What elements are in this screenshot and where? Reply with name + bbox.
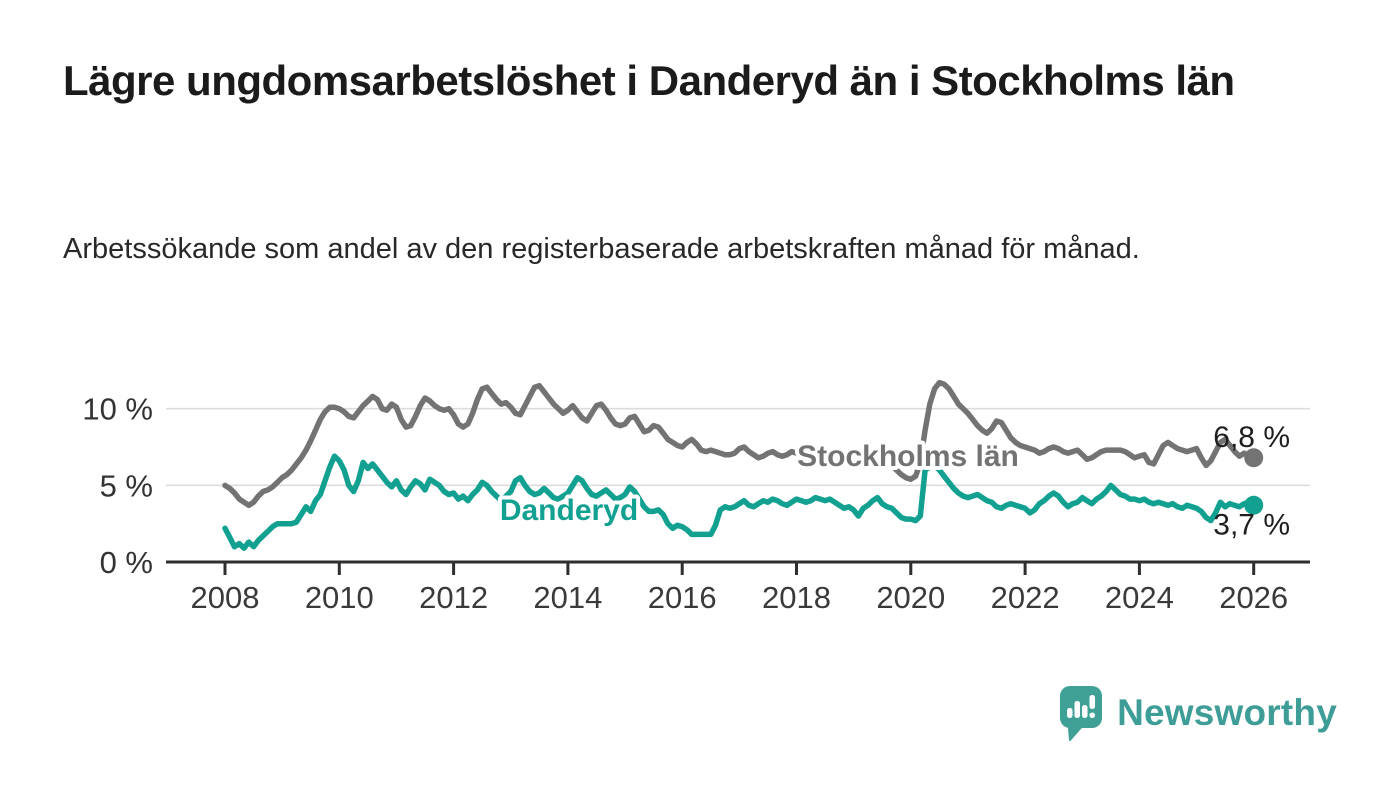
x-tick-label: 2010 (305, 580, 374, 615)
series-end-value-label: 6,8 % (1213, 421, 1290, 454)
chart-title: Lägre ungdomsarbetslöshet i Danderyd än … (63, 57, 1235, 104)
x-tick-label: 2016 (648, 580, 717, 615)
series-end-value-label: 3,7 % (1213, 508, 1290, 541)
x-tick-label: 2008 (191, 580, 260, 615)
series-end-dot (1244, 495, 1264, 515)
newsworthy-logo-icon (1060, 686, 1103, 741)
y-tick-label: 0 % (100, 545, 153, 580)
series-line-danderyd (222, 453, 1257, 551)
series-label: Stockholms län (797, 440, 1019, 473)
series-label: Danderyd (500, 494, 638, 527)
x-tick-label: 2018 (762, 580, 831, 615)
series-line-stockholms-lan (222, 379, 1257, 509)
brand-footer: Newsworthy (1058, 684, 1337, 742)
x-tick-label: 2022 (991, 580, 1060, 615)
series-end-dot (1244, 448, 1264, 468)
x-tick-label: 2014 (533, 580, 602, 615)
y-tick-label: 10 % (82, 392, 153, 427)
y-tick-label: 5 % (100, 468, 153, 503)
x-tick-label: 2026 (1219, 580, 1288, 615)
x-tick-label: 2020 (876, 580, 945, 615)
x-tick-label: 2012 (419, 580, 488, 615)
chart-subtitle: Arbetssökande som andel av den registerb… (63, 233, 1140, 265)
x-tick-label: 2024 (1105, 580, 1174, 615)
brand-name: Newsworthy (1117, 692, 1337, 733)
